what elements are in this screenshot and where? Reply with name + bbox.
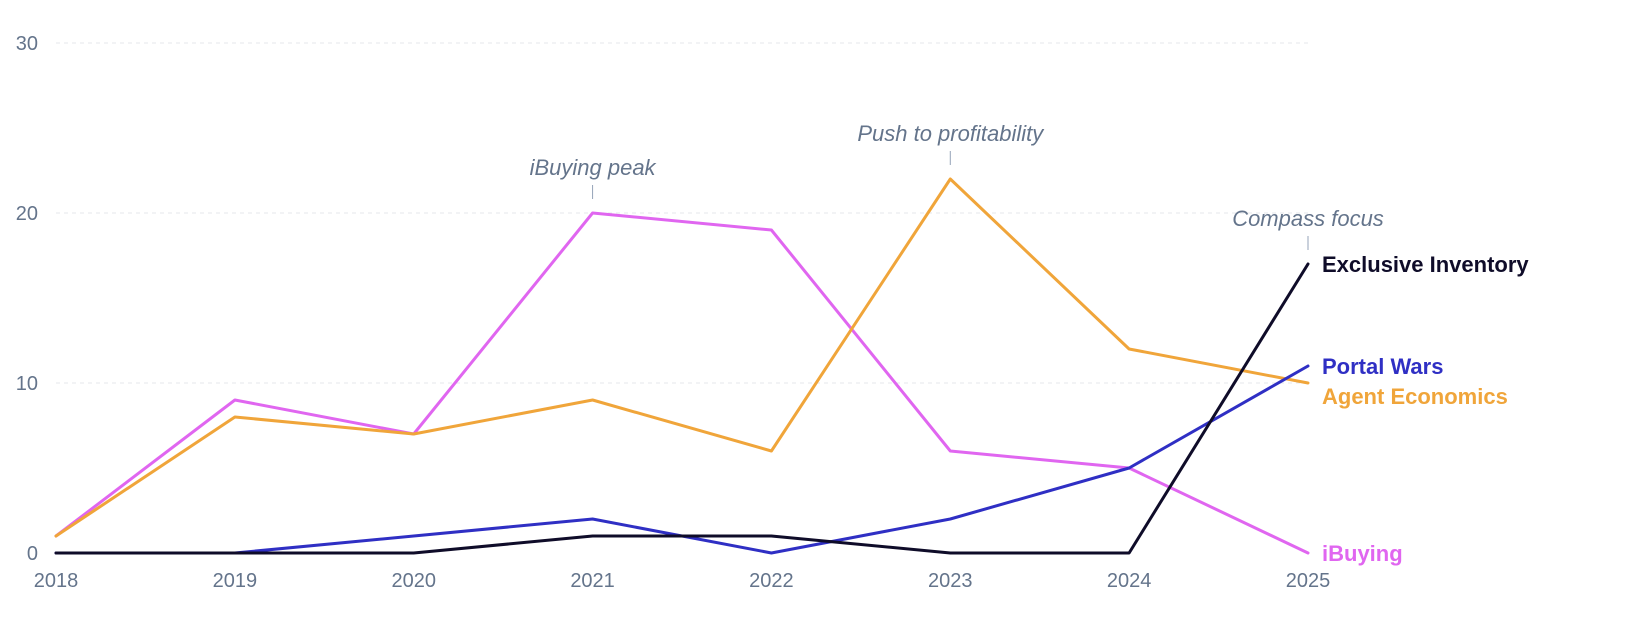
y-tick-label-0: 0 (27, 543, 38, 565)
series-line-ibuying (54, 211, 1310, 555)
series-line-exclusive-inventory (54, 262, 1310, 555)
x-tick-label-2025: 2025 (1286, 570, 1331, 592)
x-tick-label-2020: 2020 (391, 570, 436, 592)
x-tick-label-2019: 2019 (213, 570, 258, 592)
y-tick-label-30: 30 (16, 33, 38, 55)
series-label-portal-wars: Portal Wars (1322, 354, 1443, 379)
annotations: iBuying peak Push to profitability Compass… (530, 121, 1384, 250)
series-line-portal-wars (54, 364, 1310, 555)
gridlines (56, 42, 1308, 384)
series-line-agent-economics (54, 177, 1310, 538)
x-tick-label-2018: 2018 (34, 570, 79, 592)
series-lines (54, 177, 1310, 555)
annotation-push-to-profitability: Push to profitability (857, 121, 1045, 146)
x-tick-label-2023: 2023 (928, 570, 973, 592)
annotation-compass-focus: Compass focus (1232, 206, 1384, 231)
x-tick-label-2024: 2024 (1107, 570, 1152, 592)
y-axis-ticks: 0 10 20 30 (16, 33, 38, 565)
series-label-agent-economics: Agent Economics (1322, 384, 1508, 409)
y-tick-label-20: 20 (16, 203, 38, 225)
y-tick-label-10: 10 (16, 373, 38, 395)
x-tick-label-2022: 2022 (749, 570, 794, 592)
series-label-ibuying: iBuying (1322, 541, 1403, 566)
series-label-exclusive-inventory: Exclusive Inventory (1322, 252, 1529, 277)
series-labels: Exclusive Inventory Portal Wars Agent Econ… (1322, 252, 1529, 566)
annotation-ibuying-peak: iBuying peak (530, 155, 657, 180)
x-axis-ticks: 2018 2019 2020 2021 2022 2023 2024 2025 (34, 570, 1331, 592)
x-tick-label-2021: 2021 (570, 570, 615, 592)
